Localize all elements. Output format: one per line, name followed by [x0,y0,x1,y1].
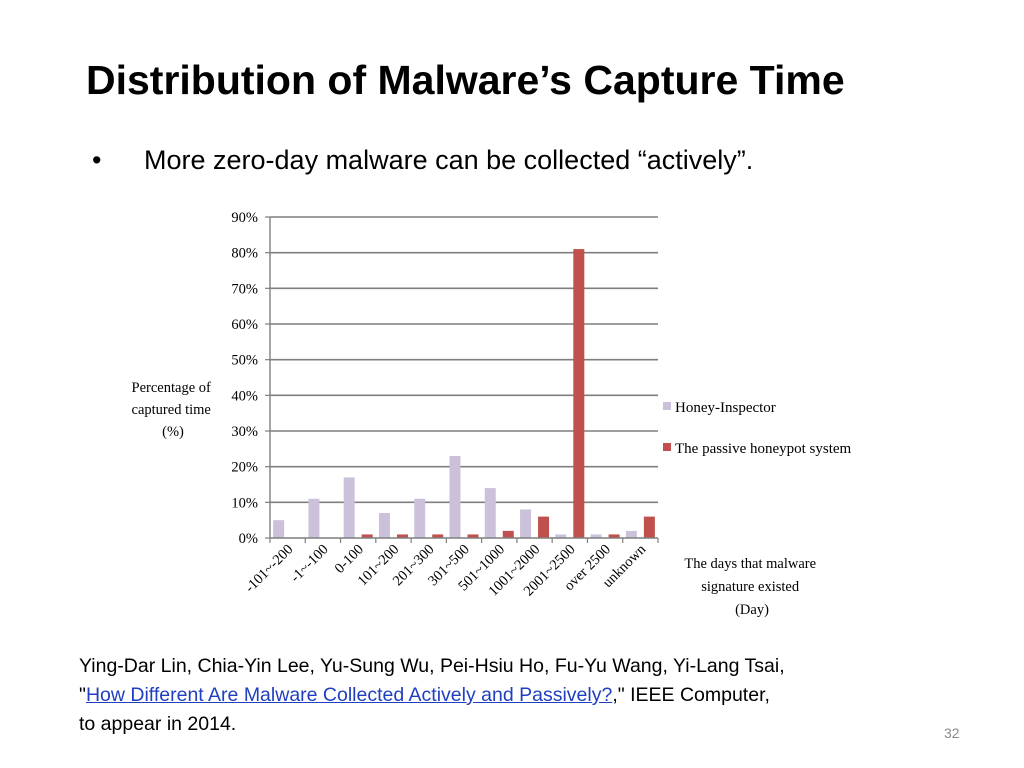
bar-passive [467,534,479,538]
bar-passive [502,530,514,538]
y-tick-label: 90% [231,210,258,226]
x-tick-label: -1~-100 [288,542,332,586]
bar-passive [361,534,373,538]
citation-status: to appear in 2014. [79,713,237,735]
citation-title-line: "How Different Are Malware Collected Act… [79,681,939,710]
slide-title: Distribution of Malware’s Capture Time [86,57,845,103]
bar-honey-inspector [590,534,602,538]
y-tick-label: 80% [231,246,258,262]
grid-lines [265,216,658,539]
citation-authors: Ying-Dar Lin, Chia-Yin Lee, Yu-Sung Wu, … [79,655,785,677]
legend-label-honey-inspector: Honey-Inspector [675,400,776,416]
y-axis-title-line-3: (%) [162,424,184,440]
y-tick-label: 60% [231,317,258,333]
bar-honey-inspector [484,488,496,538]
legend-swatch-honey-inspector [663,402,671,410]
bars [273,249,655,538]
y-tick-label: 0% [239,531,258,547]
bar-honey-inspector [555,534,567,538]
y-tick-label: 40% [231,388,258,404]
legend: Honey-Inspector The passive honeypot sys… [663,400,852,457]
y-axis-title: Percentage of captured time (%) [132,380,215,440]
x-axis-title: The days that malware signature existed … [684,556,819,618]
bullet-text: More zero-day malware can be collected “… [144,145,754,175]
bar-passive [643,516,655,538]
bar-honey-inspector [308,498,320,538]
paper-title-link[interactable]: How Different Are Malware Collected Acti… [85,684,613,706]
y-axis-title-line-2: captured time [132,402,211,418]
bar-passive [608,534,620,538]
x-axis-title-line-3: (Day) [735,602,769,618]
x-tick-label: -101~-200 [242,542,296,596]
x-axis-title-line-1: The days that malware [684,556,816,572]
bar-honey-inspector [625,530,637,538]
legend-label-passive: The passive honeypot system [675,441,852,457]
citation-quote-open: " [79,684,86,706]
bullet-symbol: • [92,145,102,175]
bar-honey-inspector [378,513,390,538]
bar-honey-inspector [414,498,426,538]
axes [269,217,659,543]
legend-swatch-passive [663,443,671,451]
y-tick-label: 70% [231,281,258,297]
y-tick-label: 30% [231,424,258,440]
bar-honey-inspector [449,455,461,538]
slide-number: 32 [944,725,960,741]
bar-honey-inspector [520,509,532,538]
bar-passive [396,534,408,538]
bar-passive [432,534,444,538]
y-tick-label: 10% [231,495,258,511]
bar-honey-inspector [343,477,355,538]
x-axis-title-line-2: signature existed [701,579,800,595]
y-axis-title-line-1: Percentage of [132,380,211,396]
bar-passive [573,249,585,538]
y-tick-labels: 0% 10% 20% 30% 40% 50% 60% 70% 80% 90% [231,210,258,547]
citation-venue: ," IEEE Computer, [612,684,770,706]
y-tick-label: 20% [231,460,258,476]
bar-passive [538,516,550,538]
bar-honey-inspector [273,520,285,538]
x-tick-labels: -101~-200-1~-100 0-100101~200201~300301~5… [242,541,650,599]
citation: Ying-Dar Lin, Chia-Yin Lee, Yu-Sung Wu, … [79,652,939,739]
y-tick-label: 50% [231,353,258,369]
